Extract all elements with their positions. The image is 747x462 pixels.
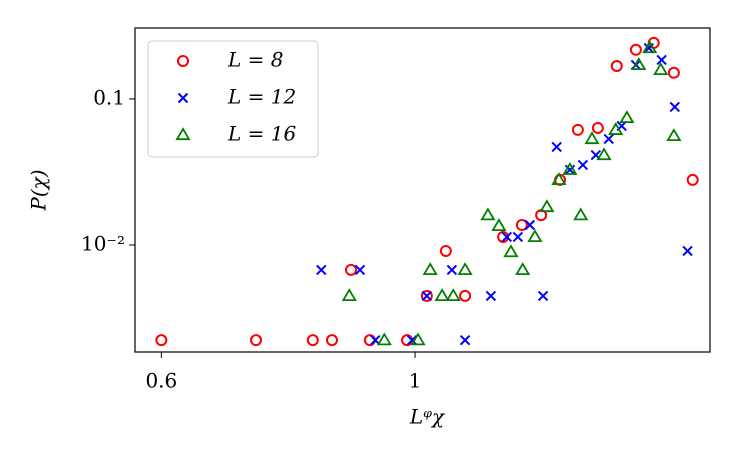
- data-point: [603, 133, 614, 145]
- x-axis-label: Lᵠχ: [409, 405, 446, 429]
- data-point: [434, 288, 450, 302]
- data-point: [354, 264, 366, 276]
- data-point: [410, 332, 426, 346]
- data-point: [667, 66, 680, 79]
- data-point: [250, 334, 263, 347]
- data-point: [631, 57, 647, 71]
- x-tick-label: 0.6: [145, 369, 177, 393]
- x-tick-label: 1: [409, 369, 422, 393]
- data-point: [562, 162, 578, 175]
- data-point: [457, 262, 473, 276]
- data-point: [524, 219, 536, 231]
- data-point: [539, 199, 555, 213]
- data-point: [325, 334, 338, 347]
- data-point: [459, 334, 471, 346]
- legend-marker: [175, 127, 191, 141]
- data-point: [669, 101, 680, 113]
- data-point: [420, 289, 433, 302]
- data-point: [491, 218, 507, 232]
- data-point: [584, 131, 600, 145]
- data-point: [686, 173, 699, 186]
- data-point: [503, 244, 519, 258]
- data-point: [591, 121, 604, 134]
- data-point: [682, 245, 693, 257]
- data-point: [316, 264, 327, 276]
- y-tick-label: 10⁻²: [81, 231, 125, 255]
- data-point: [501, 231, 513, 243]
- data-point: [656, 54, 667, 66]
- data-point: [485, 290, 497, 302]
- plot-frame: [134, 27, 711, 353]
- data-point: [564, 164, 576, 176]
- data-point: [653, 62, 669, 76]
- data-point: [573, 207, 589, 221]
- data-point: [515, 219, 528, 232]
- data-point: [363, 334, 376, 347]
- data-point: [459, 289, 472, 302]
- data-point: [577, 159, 589, 171]
- data-point: [551, 172, 567, 185]
- data-point: [401, 334, 414, 347]
- data-point: [480, 207, 496, 221]
- data-point: [445, 288, 461, 302]
- data-point: [642, 40, 658, 54]
- data-point: [155, 334, 168, 347]
- data-point: [406, 334, 418, 346]
- data-point: [512, 231, 524, 243]
- legend-box: [147, 40, 319, 158]
- data-point: [344, 263, 357, 276]
- data-point: [666, 128, 682, 142]
- data-point: [306, 334, 319, 347]
- legend-marker: [177, 55, 189, 67]
- data-point: [571, 123, 584, 136]
- data-point: [439, 244, 452, 257]
- y-tick-label: 0.1: [93, 85, 125, 109]
- data-point: [341, 288, 357, 302]
- data-point: [376, 332, 392, 346]
- y-axis-label: P(χ): [27, 169, 51, 211]
- legend-label: L = 16: [227, 122, 296, 146]
- data-point: [421, 290, 433, 302]
- data-point: [610, 60, 623, 73]
- legend-marker: [177, 92, 189, 104]
- data-point: [527, 229, 543, 243]
- data-point: [608, 122, 624, 135]
- legend-label: L = 12: [227, 85, 296, 109]
- data-point: [515, 262, 531, 276]
- data-point: [629, 43, 642, 56]
- data-point: [446, 264, 458, 276]
- legend-label: L = 8: [227, 48, 283, 72]
- data-point: [551, 141, 562, 153]
- data-point: [422, 262, 438, 276]
- data-point: [596, 147, 612, 161]
- data-point: [537, 290, 549, 302]
- data-point: [619, 110, 635, 124]
